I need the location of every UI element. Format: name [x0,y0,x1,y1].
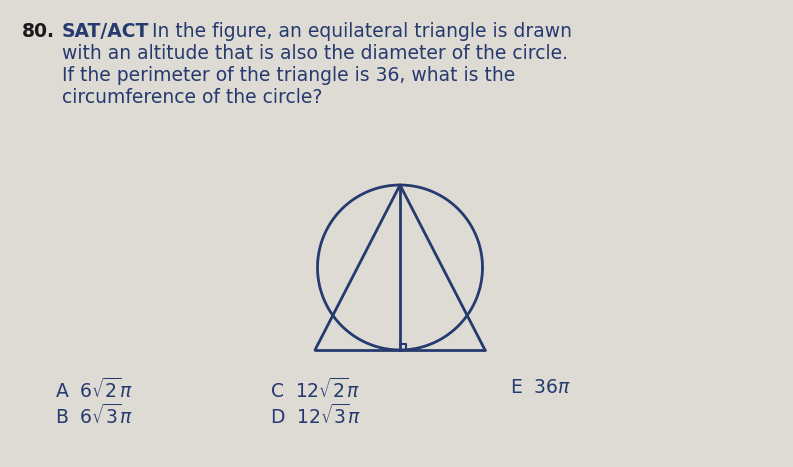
Text: B  $6\sqrt{3}\pi$: B $6\sqrt{3}\pi$ [55,404,132,428]
Text: 80.: 80. [22,22,55,41]
Text: D  $12\sqrt{3}\pi$: D $12\sqrt{3}\pi$ [270,404,362,428]
Text: circumference of the circle?: circumference of the circle? [62,88,323,107]
Text: In the figure, an equilateral triangle is drawn: In the figure, an equilateral triangle i… [152,22,572,41]
Text: with an altitude that is also the diameter of the circle.: with an altitude that is also the diamet… [62,44,568,63]
Text: If the perimeter of the triangle is 36, what is the: If the perimeter of the triangle is 36, … [62,66,515,85]
Text: A  $6\sqrt{2}\pi$: A $6\sqrt{2}\pi$ [55,378,132,402]
Text: C  $12\sqrt{2}\pi$: C $12\sqrt{2}\pi$ [270,378,360,402]
Text: E  $36\pi$: E $36\pi$ [510,378,571,397]
Text: SAT/ACT: SAT/ACT [62,22,149,41]
